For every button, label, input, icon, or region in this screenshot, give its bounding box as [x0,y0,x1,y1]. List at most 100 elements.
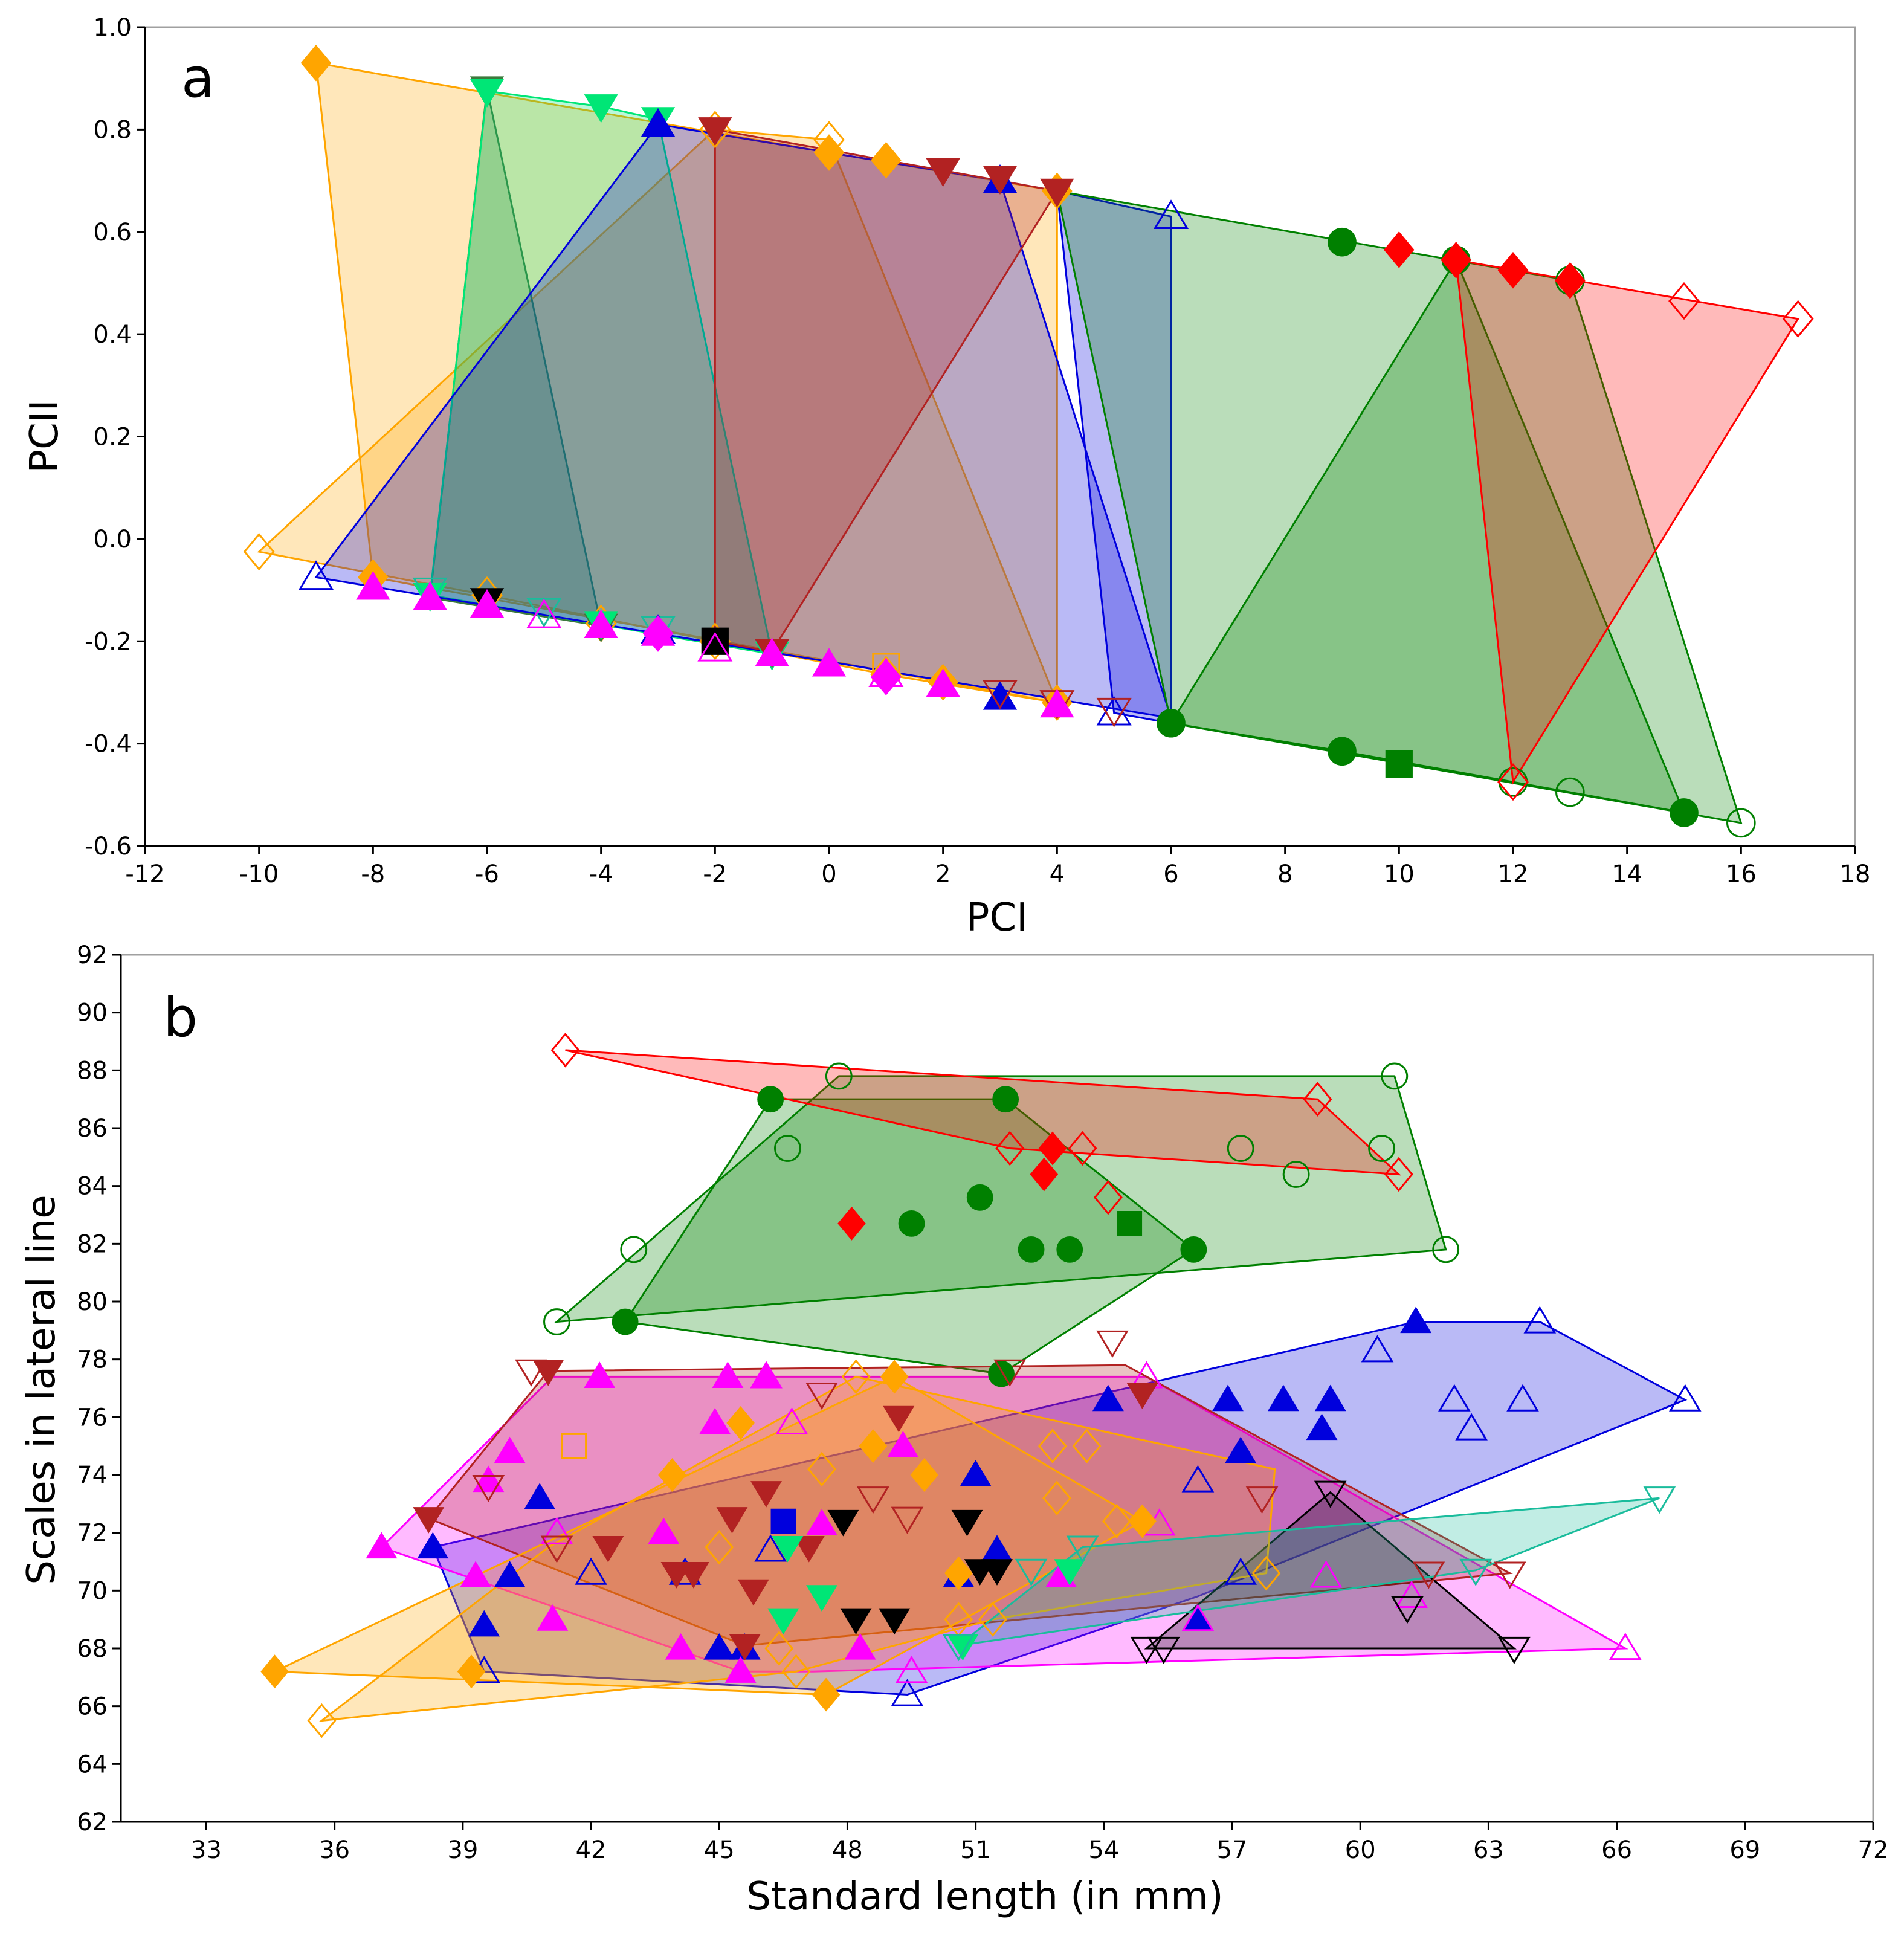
point-red-diamond [1497,251,1529,289]
panel-a: -12 -10 -8 -6 -4 -2 0 2 4 6 8 10 12 14 16 18 -0.6 -0.4 -0.… [22,14,1870,940]
point-brown-triangle-down-open [1493,1561,1526,1589]
point-blue-triangle-up [960,1459,992,1486]
point-brown-triangle-down-open [982,680,1018,710]
point-magenta-diamond [871,659,902,695]
point-magenta-triangle-up [356,571,390,600]
point-magenta-triangle-up-open [526,598,562,628]
point-blue-triangle-up-open [1224,1557,1257,1585]
hull-green-circle-open [554,1075,1447,1323]
panel-b-ticks: 33 36 39 42 45 48 51 54 57 60 63 66 69 72 62 64 66 68 70 72… [77,941,1888,1864]
x-tick-label: 54 [1088,1836,1119,1864]
point-brown-triangle-down [532,1360,564,1386]
y-tick-label: 0.2 [93,424,132,451]
y-tick-label: 0.8 [93,116,132,144]
x-tick-label: -6 [475,860,499,888]
point-magenta-triangle-up-open [895,1656,928,1683]
point-green-circle [612,1308,639,1335]
point-magenta-triangle-up [926,668,960,697]
point-brown-triangle-down-open [1096,1330,1129,1358]
point-magenta-triangle-up-open [697,631,733,662]
point-brown-triangle-down-open [515,1359,547,1387]
point-magenta-triangle-up [887,1431,919,1457]
point-brown-triangle-down-open [1245,1486,1279,1514]
x-tick-label: 60 [1345,1836,1376,1864]
point-magenta-triangle-up [712,1361,744,1388]
point-blue-triangle-up [1267,1384,1299,1412]
point-orange-diamond-open [243,532,275,571]
x-tick-label: -8 [361,860,385,888]
point-blue-triangle-up [468,1610,500,1637]
point-blue-triangle-up-open [1153,199,1189,230]
point-brown-triangle-down [793,1535,825,1563]
point-green-triangle-down [806,1585,837,1612]
point-blue-triangle-up [1212,1384,1244,1412]
point-red-diamond-open [550,1033,580,1068]
point-red-diamond-open [1668,282,1700,320]
point-magenta-triangle-up-open [1395,1580,1428,1608]
point-blue-triangle-up [1400,1306,1432,1334]
point-black-triangle-down-open [1147,1636,1180,1665]
point-blue-triangle-up [641,108,676,137]
panel-a-points [243,44,1814,838]
point-green-circle-open [1555,777,1585,807]
point-green-circle [1157,708,1186,738]
point-teal-triangle-down-open [1066,1535,1099,1563]
point-blue-triangle-up [494,1561,526,1588]
point-green-circle [1328,227,1357,257]
point-brown-triangle-down [729,1634,761,1661]
point-blue-triangle-up [524,1483,556,1509]
point-brown-triangle-down-open [540,1535,573,1563]
point-orange-diamond-open [1072,1428,1102,1463]
point-brown-triangle-down-open [993,1359,1027,1387]
y-tick-label: 72 [77,1520,108,1547]
point-magenta-triangle-up [648,1517,680,1544]
point-green-circle-open [1726,808,1756,838]
panel-b-x-axis-title: Standard length (in mm) [746,1874,1223,1919]
point-orange-diamond-open [1038,1428,1067,1463]
y-tick-label: 88 [77,1057,108,1085]
point-green-circle-open [1432,1236,1460,1263]
point-green-circle [1018,1236,1045,1263]
point-orange-diamond-open [978,1602,1007,1637]
point-black-triangle-down [951,1509,983,1537]
y-tick-label: 0.4 [93,321,132,349]
y-tick-label: 80 [77,1288,108,1316]
point-blue-triangle-up-open [1361,1335,1394,1363]
point-orange-diamond-open [705,1529,734,1565]
point-orange-diamond [880,1360,909,1394]
x-tick-label: 72 [1858,1836,1889,1864]
point-brown-triangle-down-open [857,1486,889,1514]
y-tick-label: 84 [77,1173,108,1201]
y-tick-label: 0.6 [93,219,132,247]
point-green-triangle-down [584,94,618,123]
y-tick-label: -0.4 [85,731,132,758]
point-green-triangle-down [767,1608,799,1635]
point-brown-triangle-down-open [1096,697,1132,728]
point-green-triangle-down [772,1535,804,1563]
point-red-diamond [1555,262,1586,299]
point-magenta-triangle-up [812,648,847,677]
point-orange-diamond-open [807,1451,836,1487]
point-brown-triangle-down [1040,178,1074,208]
point-green-circle [757,1086,784,1113]
point-black-triangle-down-open [1498,1636,1531,1665]
point-magenta-triangle-up [537,1604,569,1631]
point-magenta-triangle-up-open [540,1517,573,1544]
x-tick-label: 48 [832,1836,863,1864]
point-brown-triangle-down-open [805,1382,838,1410]
point-magenta-triangle-up-open [1609,1632,1642,1660]
point-magenta-triangle-up [413,581,447,610]
point-red-diamond-open [1497,763,1529,801]
point-red-diamond-open [1068,1131,1097,1166]
point-magenta-triangle-up [665,1633,697,1660]
point-orange-diamond [1128,1504,1157,1538]
point-orange-diamond [260,1654,289,1689]
point-magenta-triangle-up [844,1633,876,1660]
x-tick-label: 63 [1473,1836,1504,1864]
y-tick-label: 92 [77,941,108,969]
point-brown-triangle-down [883,1405,915,1433]
x-tick-label: 45 [704,1836,735,1864]
point-orange-diamond [300,44,332,82]
y-tick-label: 74 [77,1462,108,1489]
